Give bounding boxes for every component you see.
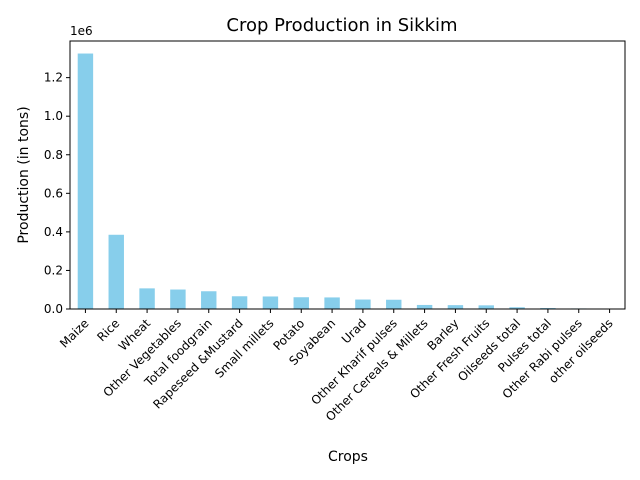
bar bbox=[231, 296, 248, 309]
y-tick-label: 0.0 bbox=[44, 302, 63, 316]
bar bbox=[293, 297, 309, 309]
bar bbox=[509, 307, 525, 309]
y-tick-label: 1.0 bbox=[44, 109, 63, 123]
bar bbox=[324, 297, 340, 309]
chart-title: Crop Production in Sikkim bbox=[226, 15, 457, 36]
plot-frame bbox=[69, 40, 626, 310]
bar bbox=[386, 299, 402, 309]
y-tick-label: 0.8 bbox=[44, 148, 63, 162]
y-tick-label: 0.2 bbox=[44, 263, 63, 277]
y-axis-offset-label: 1e6 bbox=[70, 24, 93, 38]
y-axis-ticks: 0.0 0.2 0.4 0.6 0.8 1.0 1.2 bbox=[44, 71, 70, 316]
x-tick-label: Maize bbox=[57, 316, 91, 350]
y-tick-label: 1.2 bbox=[44, 71, 63, 85]
bar bbox=[77, 53, 94, 309]
bar bbox=[262, 296, 279, 309]
bar bbox=[108, 234, 124, 309]
bar bbox=[201, 291, 217, 309]
x-axis-label: Crops bbox=[328, 449, 368, 465]
bar bbox=[170, 289, 186, 309]
bar bbox=[447, 305, 464, 309]
bars-group bbox=[77, 53, 618, 309]
bar bbox=[416, 304, 433, 309]
y-axis-label: Production (in tons) bbox=[16, 106, 32, 243]
bar bbox=[139, 288, 155, 309]
bar bbox=[478, 305, 494, 309]
y-tick-label: 0.4 bbox=[44, 225, 63, 239]
y-tick-label: 0.6 bbox=[44, 186, 63, 200]
bar bbox=[355, 299, 371, 309]
